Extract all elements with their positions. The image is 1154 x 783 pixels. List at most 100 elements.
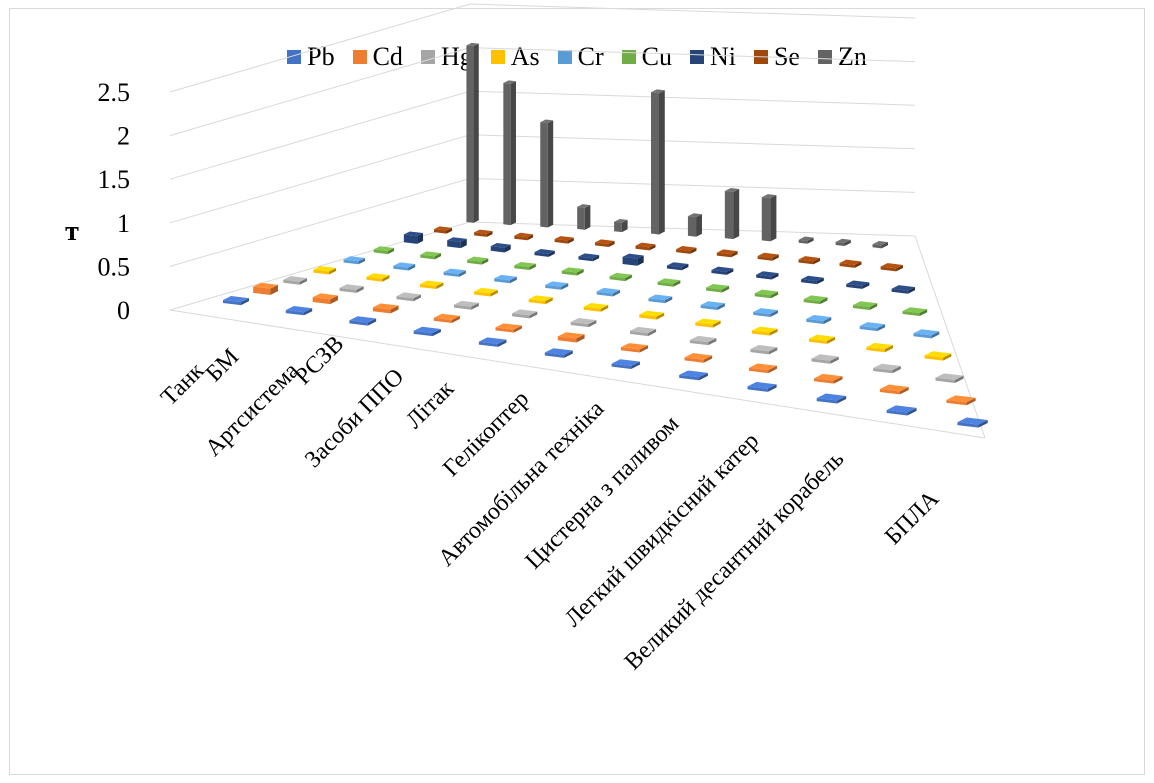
gridline-back — [469, 90, 916, 106]
bar-as — [639, 310, 665, 320]
legend-item-as: As — [490, 42, 540, 72]
bar-top-face — [957, 417, 988, 425]
bar-front-face — [902, 310, 920, 317]
bar-top-face — [545, 281, 569, 287]
bar-se — [880, 263, 903, 272]
category-label: Автомобільна техніка — [433, 396, 609, 572]
bar-side-face — [356, 286, 364, 293]
bar-top-face — [420, 280, 444, 287]
bar-side-face — [497, 339, 507, 347]
bar-top-face — [879, 384, 909, 392]
bar-side-face — [451, 315, 460, 323]
bar-side-face — [432, 328, 441, 337]
bar-side-face — [771, 273, 779, 280]
legend-swatch — [352, 50, 367, 64]
bar-ni — [711, 266, 734, 275]
category-label: БМ — [201, 344, 244, 387]
bar-cu — [754, 289, 779, 299]
bar-cu — [514, 261, 536, 271]
bar-side-face — [513, 325, 522, 333]
bar-side-face — [584, 205, 591, 230]
bar-front-face — [816, 398, 838, 404]
bar-top-face — [578, 253, 600, 259]
bar-pb — [285, 306, 313, 316]
bar-front-face — [495, 327, 514, 333]
bar-as — [420, 280, 444, 290]
bar-front-face — [433, 317, 452, 323]
bar-front-face — [724, 191, 734, 240]
bar-zn — [614, 218, 628, 233]
bar-ni — [534, 249, 555, 257]
bar-side-face — [458, 270, 466, 277]
bar-side-face — [576, 334, 585, 343]
bar-front-face — [514, 265, 530, 271]
bar-top-face — [886, 405, 917, 413]
bar-cr — [545, 281, 569, 290]
bar-side-face — [816, 277, 824, 285]
bar-side-face — [561, 283, 569, 290]
bar-top-face — [312, 293, 338, 300]
bar-top-face — [639, 310, 665, 317]
bar-cd — [879, 384, 909, 395]
bar-side-face — [837, 396, 847, 404]
bar-zn — [835, 238, 851, 247]
bar-top-face — [453, 300, 479, 307]
bar-side-face — [567, 237, 574, 244]
bar-front-face — [700, 305, 718, 311]
bar-side-face — [966, 397, 976, 406]
bar-top-face — [339, 284, 364, 290]
bar-cd — [372, 303, 399, 314]
bar-ni — [891, 285, 916, 294]
bar-top-face — [808, 334, 836, 341]
bar-front-face — [754, 293, 771, 299]
legend-label: Pb — [307, 42, 335, 71]
bar-cd — [814, 373, 843, 384]
bar-front-face — [814, 378, 834, 384]
category-label: Літак — [401, 376, 459, 434]
bar-front-face — [753, 311, 771, 317]
bar-top-face — [495, 323, 522, 330]
bar-front-face — [561, 270, 577, 276]
category-label: Легкий швидкісний катер — [560, 428, 764, 632]
bar-top-face — [503, 80, 516, 84]
bar-top-face — [757, 252, 779, 258]
bar-pb — [957, 417, 988, 428]
bar-front-face — [798, 239, 808, 244]
bar-top-face — [754, 289, 779, 296]
bar-side-face — [434, 253, 441, 260]
bar-top-face — [689, 335, 717, 343]
bar-front-face — [747, 386, 768, 392]
gridline-side — [169, 134, 471, 224]
bar-front-face — [801, 279, 817, 285]
bar-front-face — [285, 310, 305, 316]
legend-label: Ni — [709, 42, 736, 71]
bar-pb — [413, 326, 441, 337]
legend-item-pb: Pb — [287, 42, 335, 72]
y-tick-label: 1 — [117, 209, 130, 238]
bar-top-face — [622, 253, 644, 259]
bar-side-face — [527, 234, 534, 241]
bar-front-face — [687, 216, 697, 237]
bar-top-face — [583, 302, 609, 309]
bar-top-face — [635, 242, 656, 248]
bar-front-face — [583, 306, 601, 312]
bar-zn — [761, 194, 777, 242]
bar-cd — [433, 313, 460, 323]
category-label: РСЗВ — [290, 331, 349, 390]
bar-side-face — [367, 318, 377, 326]
bar-side-face — [548, 250, 555, 257]
bar-top-face — [466, 42, 479, 47]
y-tick-label: 1.5 — [98, 165, 131, 194]
bar-side-face — [486, 231, 493, 237]
bar-se — [635, 242, 656, 251]
bar-side-face — [690, 247, 697, 254]
bar-front-face — [935, 377, 955, 383]
chart-frame: Pb Cd Hg As Cr Cu Ni Se Zn — [9, 8, 1145, 775]
bar-ni — [801, 275, 824, 285]
bar-side-face — [833, 376, 843, 384]
bar-side-face — [382, 275, 390, 282]
bar-se — [798, 256, 821, 265]
bar-front-face — [514, 235, 528, 241]
bar-side-face — [844, 239, 851, 247]
bar-front-face — [757, 256, 773, 261]
